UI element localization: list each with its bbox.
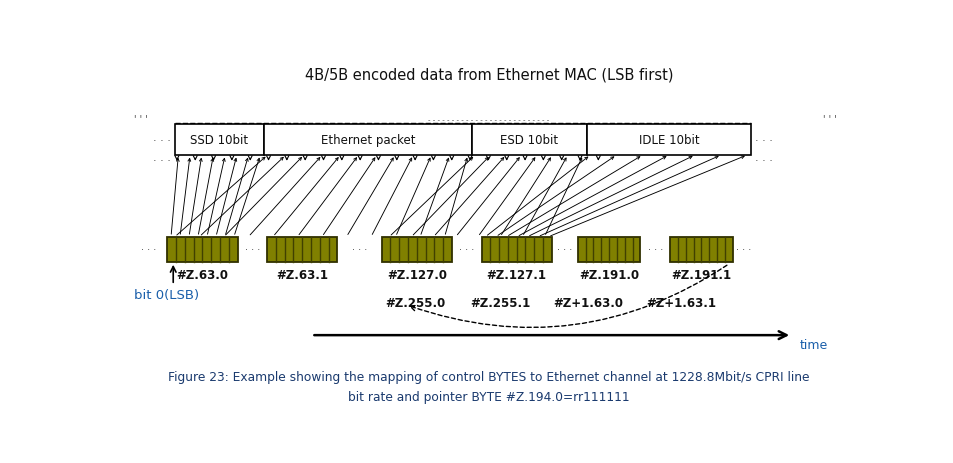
Text: #Z.255.1: #Z.255.1 xyxy=(470,297,530,310)
Text: · · ·: · · · xyxy=(245,245,259,255)
Bar xyxy=(381,238,452,263)
Bar xyxy=(669,238,732,263)
Text: Ethernet packet: Ethernet packet xyxy=(320,134,415,147)
Text: #Z.191.1: #Z.191.1 xyxy=(671,269,731,282)
Text: Figure 23: Example showing the mapping of control BYTES to Ethernet channel at 1: Figure 23: Example showing the mapping o… xyxy=(168,371,809,404)
Text: #Z.127.1: #Z.127.1 xyxy=(486,269,546,282)
Bar xyxy=(481,238,551,263)
Text: #Z.191.0: #Z.191.0 xyxy=(578,269,639,282)
Bar xyxy=(586,125,751,156)
Bar xyxy=(167,238,237,263)
Text: - - - - - - - - - - - - - - - - - - - - - - - - - -: - - - - - - - - - - - - - - - - - - - - … xyxy=(428,117,549,123)
Text: bit 0(LSB): bit 0(LSB) xyxy=(133,288,199,301)
Bar xyxy=(577,238,639,263)
Text: · · ·: · · · xyxy=(736,245,751,255)
Text: IDLE 10bit: IDLE 10bit xyxy=(639,134,699,147)
Bar xyxy=(264,125,471,156)
Text: · · ·: · · · xyxy=(755,135,772,145)
Bar xyxy=(471,125,586,156)
Text: · · ·: · · · xyxy=(141,245,156,255)
Text: · · ·: · · · xyxy=(647,245,662,255)
Text: ESD 10bit: ESD 10bit xyxy=(499,134,558,147)
Text: 4B/5B encoded data from Ethernet MAC (LSB first): 4B/5B encoded data from Ethernet MAC (LS… xyxy=(304,68,673,83)
Bar xyxy=(174,125,264,156)
Text: ' ' ': ' ' ' xyxy=(133,115,148,125)
Text: ' ' ': ' ' ' xyxy=(821,115,836,125)
Text: #Z.255.0: #Z.255.0 xyxy=(384,297,445,310)
Text: · · ·: · · · xyxy=(352,245,367,255)
Text: SSD 10bit: SSD 10bit xyxy=(191,134,248,147)
Bar xyxy=(267,238,337,263)
Text: #Z+1.63.1: #Z+1.63.1 xyxy=(645,297,716,310)
Text: #Z+1.63.0: #Z+1.63.0 xyxy=(553,297,623,310)
Text: time: time xyxy=(799,338,827,351)
FancyArrowPatch shape xyxy=(410,266,726,328)
Text: #Z.63.1: #Z.63.1 xyxy=(276,269,328,282)
Text: · · ·: · · · xyxy=(557,245,572,255)
Text: · · ·: · · · xyxy=(458,245,474,255)
Text: · · ·: · · · xyxy=(153,156,171,166)
Text: #Z.63.0: #Z.63.0 xyxy=(176,269,228,282)
Text: · · ·: · · · xyxy=(153,135,171,145)
Text: · · ·: · · · xyxy=(755,156,772,166)
Text: #Z.127.0: #Z.127.0 xyxy=(386,269,446,282)
